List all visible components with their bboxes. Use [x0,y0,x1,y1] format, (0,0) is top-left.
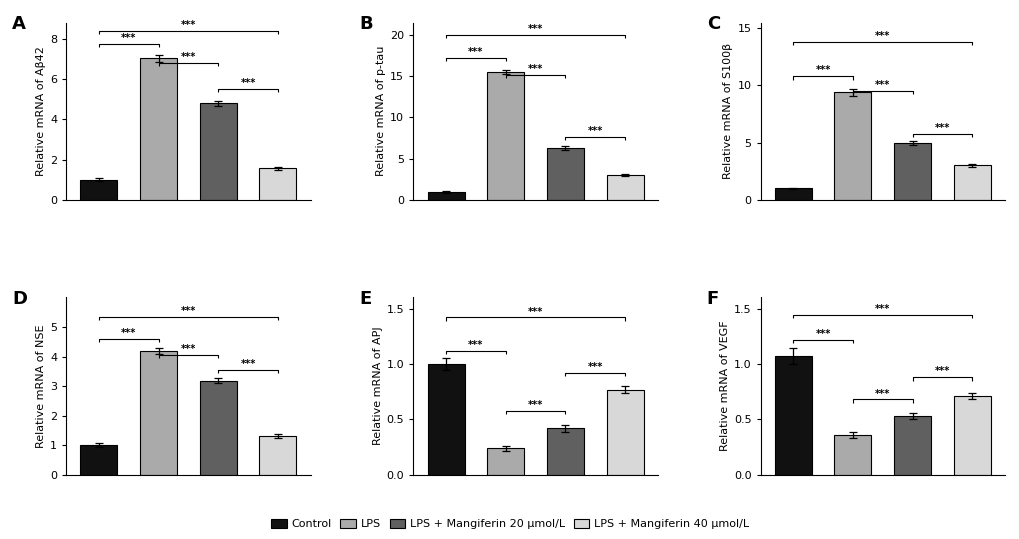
Text: ***: *** [528,64,543,74]
Bar [834,435,870,475]
Bar [606,175,643,200]
Text: ***: *** [933,367,949,376]
Text: ***: *** [180,306,196,316]
Y-axis label: Relative mRNA of S100β: Relative mRNA of S100β [722,43,733,179]
Text: ***: *** [814,329,830,338]
Text: C: C [706,16,719,33]
Y-axis label: Relative mRNA of p-tau: Relative mRNA of p-tau [376,46,385,176]
Text: ***: *** [874,80,890,91]
Text: ***: *** [874,305,890,314]
Bar [81,445,117,475]
Text: ***: *** [468,47,483,57]
Text: A: A [12,16,26,33]
Text: ***: *** [528,24,543,34]
Bar [546,429,583,475]
Text: ***: *** [814,65,830,75]
Bar [774,356,811,475]
Legend: Control, LPS, LPS + Mangiferin 20 μmol/L, LPS + Mangiferin 40 μmol/L: Control, LPS, LPS + Mangiferin 20 μmol/L… [267,514,752,534]
Text: ***: *** [587,362,602,372]
Text: ***: *** [121,328,137,338]
Bar [259,169,297,200]
Text: ***: *** [180,52,196,62]
Text: F: F [706,291,718,308]
Bar [894,416,930,475]
Text: ***: *** [240,359,256,369]
Bar [81,180,117,200]
Bar [200,103,236,200]
Bar [140,58,177,200]
Bar [140,351,177,475]
Bar [774,189,811,200]
Y-axis label: Relative mRNA of NSE: Relative mRNA of NSE [36,324,46,448]
Y-axis label: Relative mRNA of Aβ42: Relative mRNA of Aβ42 [36,46,46,176]
Bar [427,192,465,200]
Text: ***: *** [874,31,890,41]
Text: E: E [359,291,372,308]
Y-axis label: Relative mRNA of APJ: Relative mRNA of APJ [372,327,382,446]
Bar [834,93,870,200]
Bar [894,143,930,200]
Bar [200,381,236,475]
Text: ***: *** [468,340,483,350]
Text: ***: *** [874,389,890,399]
Text: ***: *** [240,78,256,88]
Bar [427,364,465,475]
Text: ***: *** [121,33,137,43]
Text: ***: *** [528,400,543,410]
Text: ***: *** [933,123,949,133]
Y-axis label: Relative mRNA of VEGF: Relative mRNA of VEGF [719,321,729,452]
Text: ***: *** [587,126,602,136]
Text: ***: *** [180,344,196,354]
Bar [487,72,524,200]
Bar [487,448,524,475]
Text: ***: *** [528,307,543,316]
Bar [953,165,989,200]
Bar [606,390,643,475]
Bar [546,148,583,200]
Text: B: B [359,16,373,33]
Text: D: D [12,291,28,308]
Text: ***: *** [180,20,196,30]
Bar [953,396,989,475]
Bar [259,436,297,475]
